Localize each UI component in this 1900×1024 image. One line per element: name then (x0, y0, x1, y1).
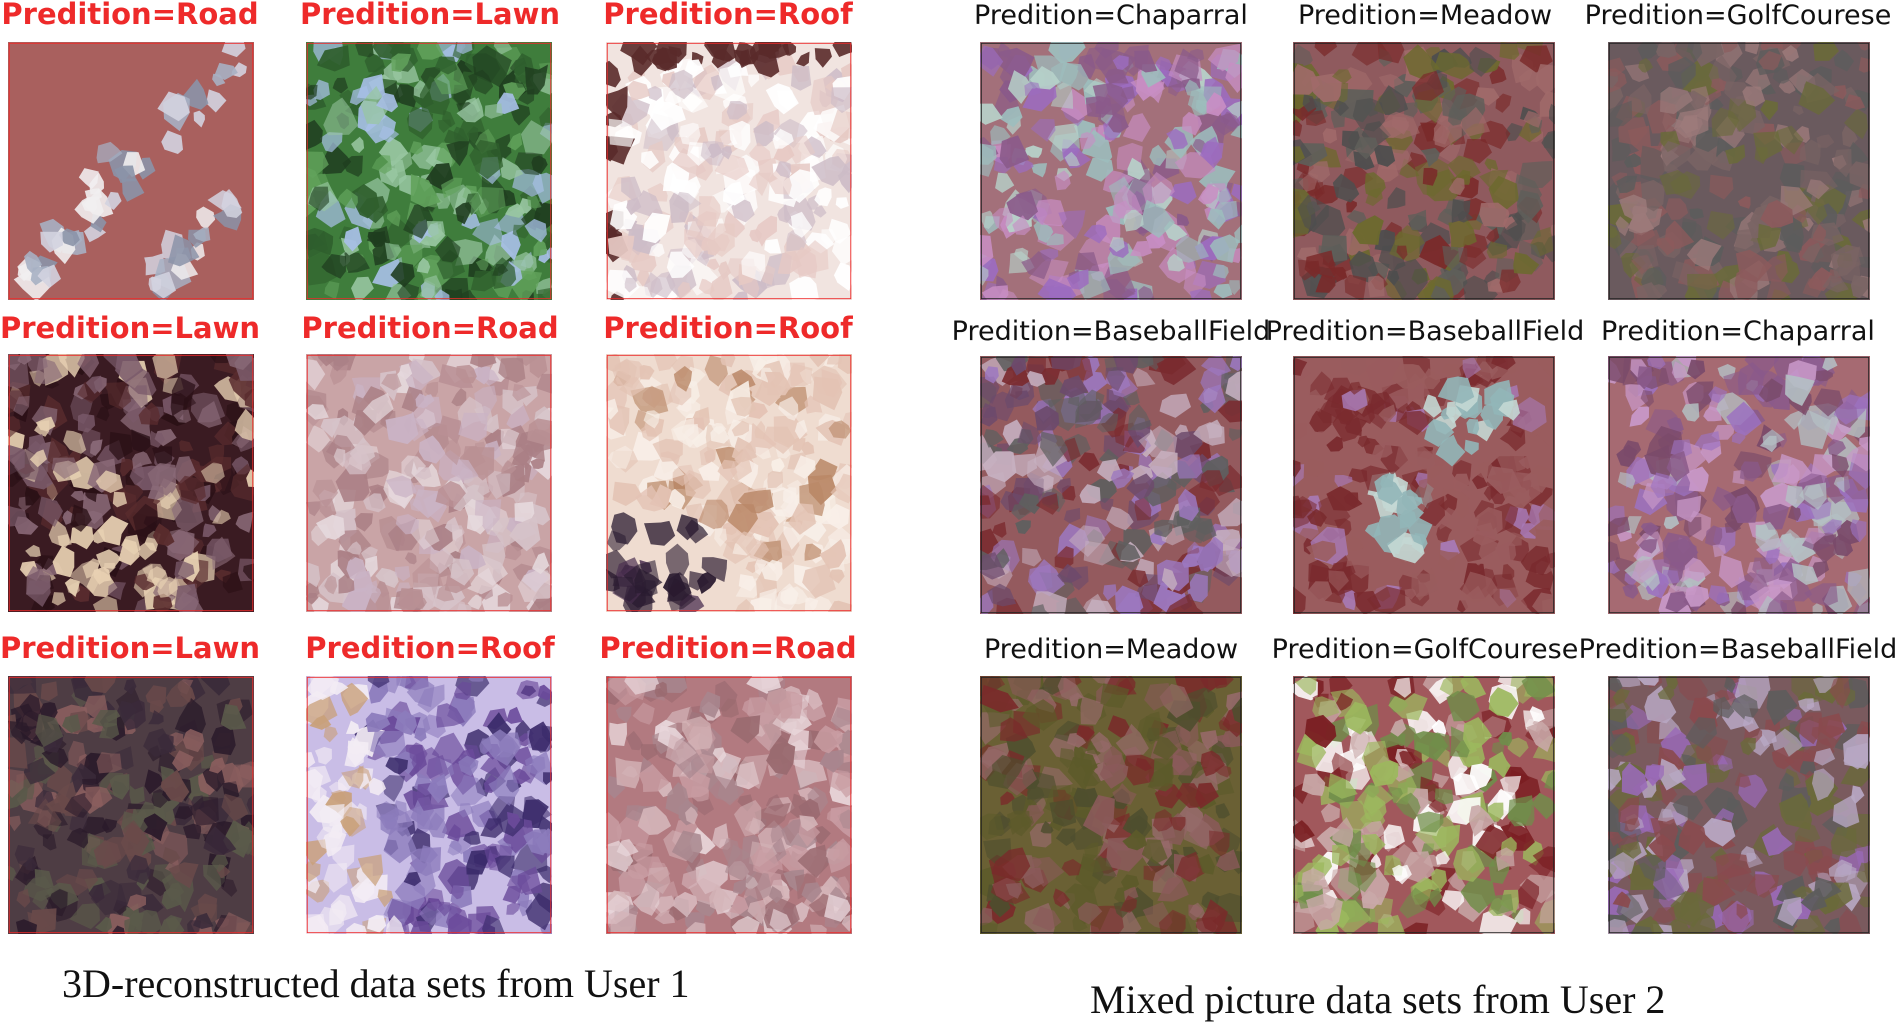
right-prediction-label: Predition=Chaparral (974, 0, 1248, 31)
right-sample-image-graphic (1293, 42, 1555, 300)
right-sample-image-graphic (1608, 42, 1870, 300)
right-sample-image (1293, 676, 1555, 934)
right-caption: Mixed picture data sets from User 2 (1090, 977, 1666, 1022)
right-sample-image (980, 42, 1242, 300)
right-panel: Predition=Chaparral Predition=Meadow Predi… (950, 0, 1900, 1024)
left-sample-image-graphic (306, 676, 552, 934)
left-sample-image-graphic (306, 42, 552, 300)
right-prediction-label: Predition=GolfCourese (1584, 0, 1892, 31)
left-sample-image-graphic (8, 676, 254, 934)
left-prediction-label: Predition=Lawn (0, 631, 261, 665)
right-sample-image-graphic (1293, 356, 1555, 614)
right-prediction-label: Predition=Chaparral (1601, 316, 1875, 347)
left-prediction-label: Predition=Road (599, 631, 857, 665)
left-sample-image (306, 354, 552, 612)
left-prediction-label: Predition=Roof (603, 311, 853, 345)
left-sample-image-graphic (306, 354, 552, 612)
right-prediction-label: Predition=BaseballField (951, 316, 1271, 347)
right-prediction-label: Predition=BaseballField (1578, 634, 1898, 665)
right-sample-image-graphic (980, 42, 1242, 300)
right-sample-image-graphic (1608, 356, 1870, 614)
right-sample-image (1293, 42, 1555, 300)
right-prediction-label: Predition=Meadow (983, 634, 1239, 665)
right-sample-image (980, 356, 1242, 614)
left-sample-image-graphic (606, 676, 852, 934)
left-sample-image (306, 42, 552, 300)
left-prediction-label: Predition=Lawn (0, 311, 261, 345)
right-prediction-label: Predition=GolfCourese (1271, 634, 1579, 665)
right-sample-image-graphic (1608, 676, 1870, 934)
left-prediction-label: Predition=Road (301, 311, 559, 345)
left-sample-image (8, 676, 254, 934)
left-sample-image (606, 42, 852, 300)
left-sample-image-graphic (606, 42, 852, 300)
left-sample-image (306, 676, 552, 934)
right-sample-image-graphic (1293, 676, 1555, 934)
right-prediction-label: Predition=BaseballField (1265, 316, 1585, 347)
right-sample-image (1293, 356, 1555, 614)
left-panel: Predition=Road Predition=Lawn Predition=Ro… (0, 0, 857, 1006)
left-caption: 3D-reconstructed data sets from User 1 (62, 961, 690, 1006)
left-prediction-label: Predition=Road (1, 0, 259, 31)
left-sample-image (606, 354, 852, 612)
left-sample-image-graphic (8, 354, 254, 612)
right-sample-image (980, 676, 1242, 934)
left-sample-image (606, 676, 852, 934)
left-sample-image-graphic (606, 354, 852, 612)
right-sample-image (1608, 42, 1870, 300)
left-sample-image (8, 354, 254, 612)
left-sample-image-graphic (8, 42, 254, 300)
left-prediction-label: Predition=Roof (603, 0, 853, 31)
right-sample-image-graphic (980, 676, 1242, 934)
left-sample-image (8, 42, 254, 300)
left-prediction-label: Predition=Roof (305, 631, 555, 665)
right-sample-image-graphic (980, 356, 1242, 614)
left-prediction-label: Predition=Lawn (299, 0, 561, 31)
right-prediction-label: Predition=Meadow (1297, 0, 1553, 31)
right-sample-image (1608, 676, 1870, 934)
right-sample-image (1608, 356, 1870, 614)
